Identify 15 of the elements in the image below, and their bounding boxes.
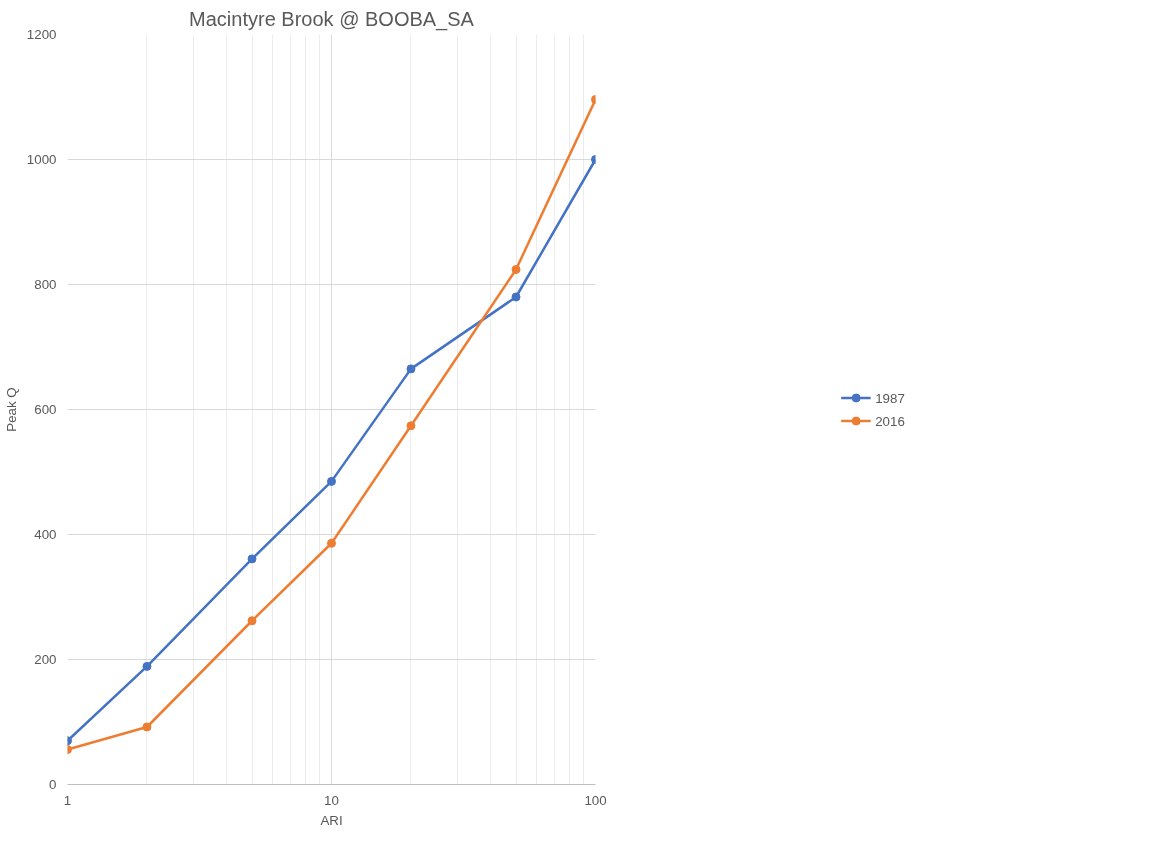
legend-label: 1987 (875, 390, 905, 405)
x-tick-label: 10 (324, 792, 339, 808)
chart-title: Macintyre Brook @ BOOBA_SA (189, 7, 475, 31)
y-tick-label: 0 (49, 777, 57, 792)
legend-label: 2016 (875, 413, 905, 428)
y-tick-label: 600 (34, 402, 57, 417)
y-axis-title: Peak Q (3, 387, 19, 432)
y-tick-label: 400 (34, 527, 57, 542)
y-tick-label: 800 (34, 277, 57, 292)
x-axis-title: ARI (320, 812, 343, 828)
x-tick-label: 1 (63, 792, 72, 808)
y-tick-label: 1000 (26, 152, 57, 167)
y-tick-label: 1200 (26, 27, 57, 42)
y-tick-label: 200 (34, 652, 57, 667)
x-tick-label: 100 (584, 792, 607, 808)
